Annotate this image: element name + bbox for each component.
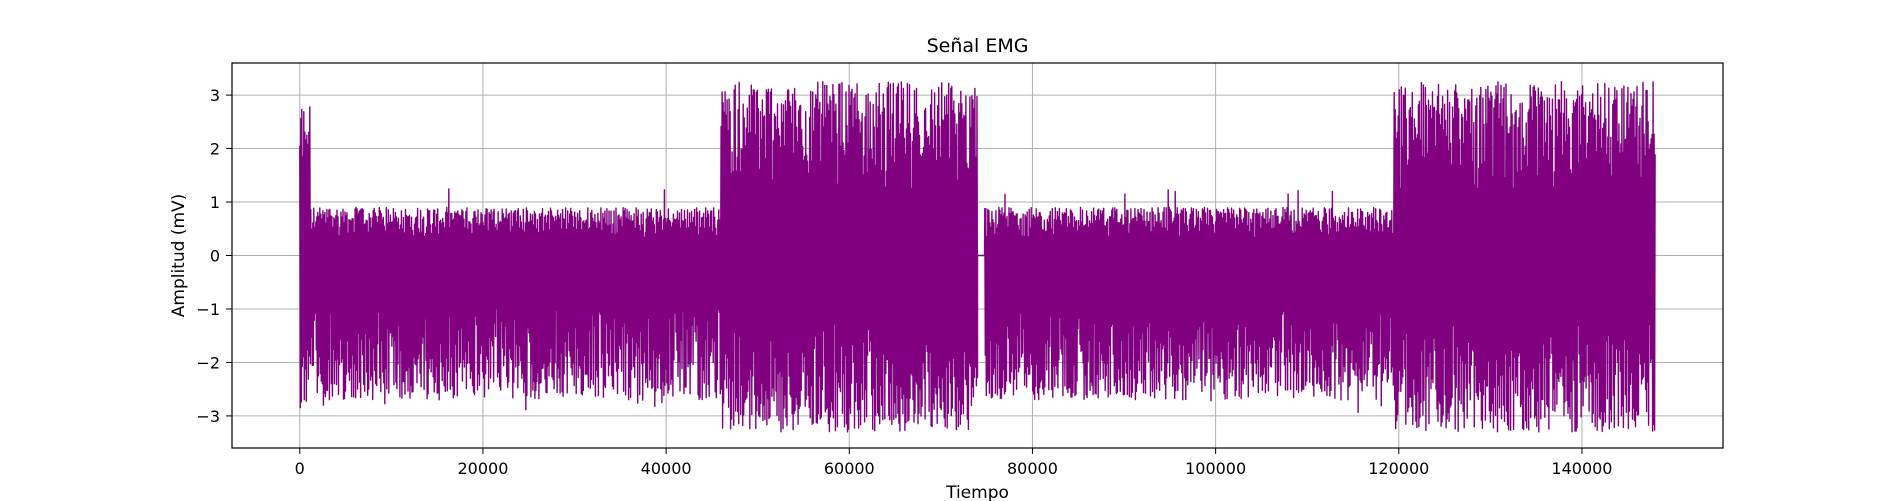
x-tick-label: 0: [295, 459, 305, 478]
x-tick-label: 80000: [1007, 459, 1058, 478]
x-tick-label: 120000: [1368, 459, 1429, 478]
x-axis-label: Tiempo: [945, 483, 1009, 501]
y-axis-ticks: 3 2 1 0 −1 −2 −3: [196, 86, 232, 426]
y-tick-label: −2: [196, 353, 220, 372]
y-axis-label: Amplitud (mV): [169, 194, 189, 318]
y-tick-label: −3: [196, 407, 220, 426]
y-tick-label: 1: [210, 193, 220, 212]
emg-signal-series: [299, 81, 1656, 433]
y-tick-label: 0: [210, 247, 220, 266]
x-tick-label: 40000: [641, 459, 692, 478]
chart-title: Señal EMG: [927, 35, 1029, 57]
y-tick-label: −1: [196, 300, 220, 319]
x-tick-label: 60000: [824, 459, 875, 478]
x-tick-label: 140000: [1551, 459, 1612, 478]
y-tick-label: 3: [210, 86, 220, 105]
y-tick-label: 2: [210, 140, 220, 159]
x-axis-ticks: 0 20000 40000 60000 80000 100000 120000 140000: [295, 448, 1612, 478]
emg-signal-line: [299, 81, 1656, 433]
x-tick-label: 20000: [457, 459, 508, 478]
x-tick-label: 100000: [1185, 459, 1246, 478]
